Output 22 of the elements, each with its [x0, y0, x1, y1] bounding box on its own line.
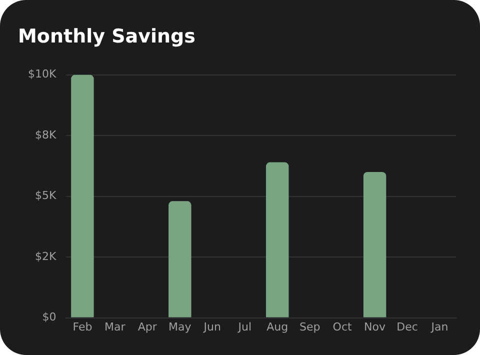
y-tick-label: $2K [34, 250, 57, 263]
x-tick-label: Jan [430, 320, 448, 334]
bar [266, 162, 289, 318]
bar [168, 201, 192, 318]
x-tick-label: Aug [266, 320, 288, 334]
x-tick-label: Apr [138, 320, 158, 334]
y-tick-label: $0 [42, 310, 56, 324]
x-tick-label: Nov [364, 320, 386, 334]
x-tick-label: Mar [104, 320, 126, 334]
chart-title: Monthly Savings [18, 25, 196, 48]
bar [71, 74, 94, 318]
y-tick-label: $10K [28, 68, 57, 81]
x-tick-label: Sep [299, 320, 320, 334]
x-tick-label: Dec [396, 320, 418, 334]
x-tick-label: Jun [202, 320, 222, 334]
x-tick-label: Jul [237, 320, 252, 334]
x-tick-label: Feb [72, 320, 92, 334]
y-tick-label: $5K [34, 189, 57, 202]
bar [363, 172, 386, 318]
x-tick-label: May [168, 320, 192, 334]
y-tick-label: $8K [34, 128, 57, 142]
x-tick-label: Oct [332, 320, 352, 334]
